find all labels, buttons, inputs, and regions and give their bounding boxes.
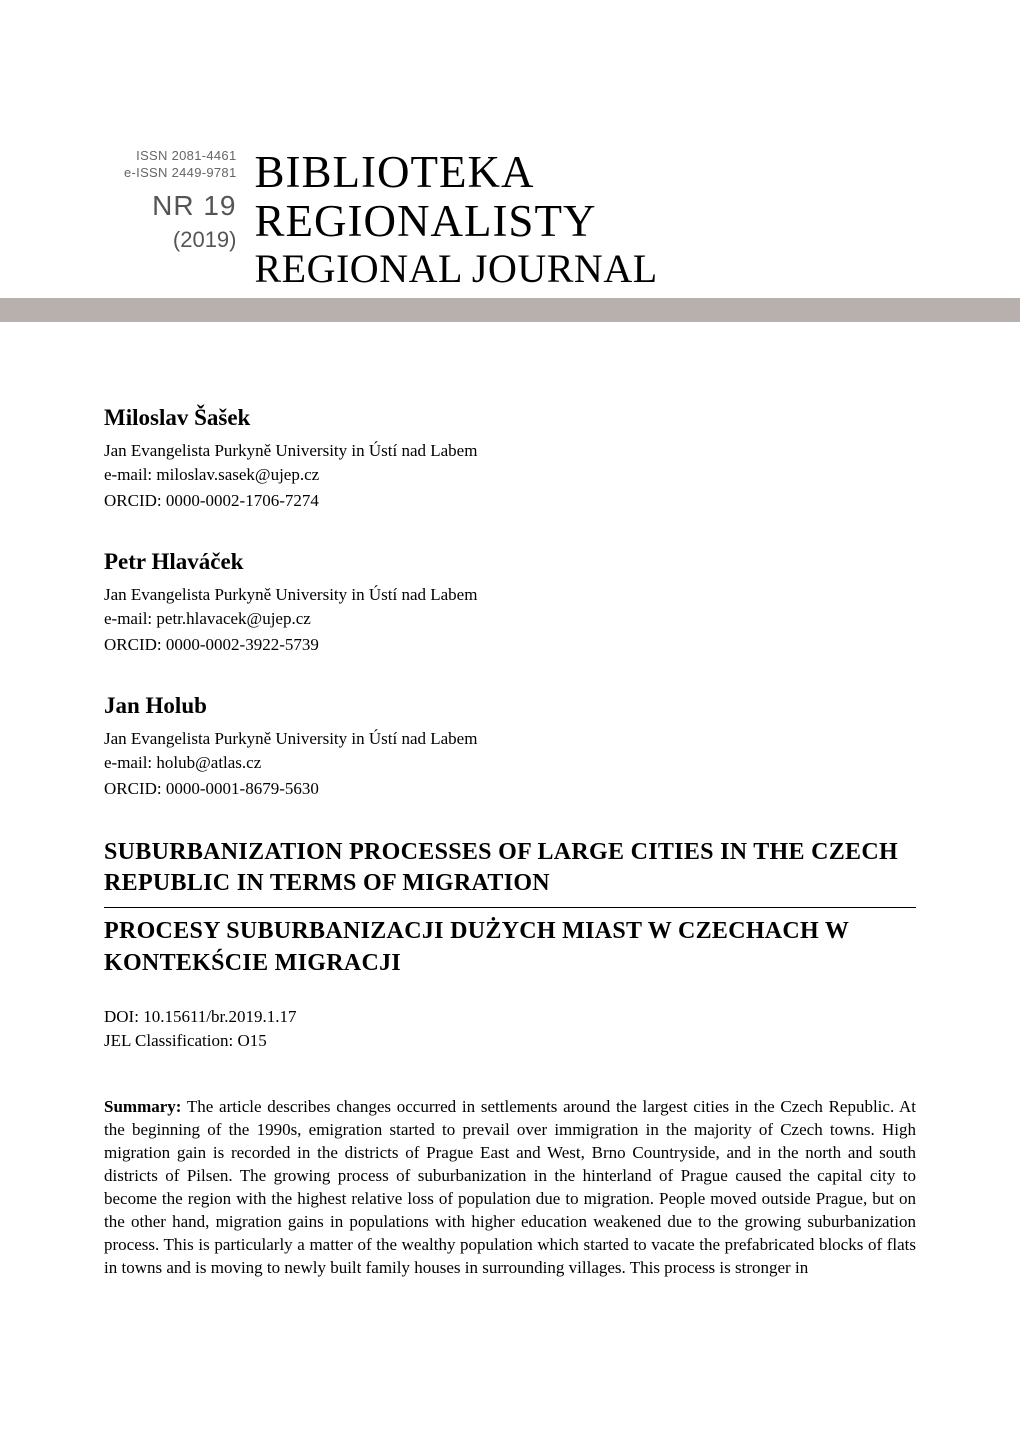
header-meta-row: ISSN 2081-4461 e-ISSN 2449-9781 NR 19 (2… [0,148,1020,290]
journal-subtitle: REGIONAL JOURNAL [254,247,657,290]
journal-title: BIBLIOTEKA REGIONALISTY REGIONAL JOURNAL [254,148,657,290]
summary-text: The article describes changes occurred i… [104,1097,916,1277]
issn: ISSN 2081-4461 [124,148,236,165]
jel-classification: JEL Classification: O15 [104,1029,916,1053]
article-title-pl: PROCESY SUBURBANIZACJI DUŻYCH MIAST W CZ… [104,916,916,978]
doi: DOI: 10.15611/br.2019.1.17 [104,1005,916,1029]
author-name: Jan Holub [104,693,916,719]
author-orcid: ORCID: 0000-0002-1706-7274 [104,491,916,511]
article-title-en: SUBURBANIZATION PROCESSES OF LARGE CITIE… [104,837,916,899]
summary-paragraph: Summary: The article describes changes o… [104,1096,916,1280]
author-name: Petr Hlaváček [104,549,916,575]
author-orcid: ORCID: 0000-0002-3922-5739 [104,635,916,655]
author-block: Miloslav Šašek Jan Evangelista Purkyně U… [104,405,916,511]
eissn: e-ISSN 2449-9781 [124,165,236,182]
author-orcid: ORCID: 0000-0001-8679-5630 [104,779,916,799]
article-content: Miloslav Šašek Jan Evangelista Purkyně U… [104,405,916,1280]
author-block: Petr Hlaváček Jan Evangelista Purkyně Un… [104,549,916,655]
journal-name-line1: BIBLIOTEKA [254,148,657,197]
author-block: Jan Holub Jan Evangelista Purkyně Univer… [104,693,916,799]
header-divider-bar [0,298,1020,322]
author-name: Miloslav Šašek [104,405,916,431]
author-affiliation: Jan Evangelista Purkyně University in Ús… [104,441,916,461]
issue-meta: ISSN 2081-4461 e-ISSN 2449-9781 NR 19 (2… [124,148,254,255]
journal-name-line2: REGIONALISTY [254,197,657,246]
title-divider [104,907,916,908]
author-email: e-mail: petr.hlavacek@ujep.cz [104,609,916,629]
author-email: e-mail: holub@atlas.cz [104,753,916,773]
author-email: e-mail: miloslav.sasek@ujep.cz [104,465,916,485]
issue-year: (2019) [124,226,236,255]
doi-block: DOI: 10.15611/br.2019.1.17 JEL Classific… [104,1005,916,1053]
author-affiliation: Jan Evangelista Purkyně University in Ús… [104,585,916,605]
issue-number: NR 19 [124,188,236,224]
author-affiliation: Jan Evangelista Purkyně University in Ús… [104,729,916,749]
summary-label: Summary: [104,1097,181,1116]
journal-header: ISSN 2081-4461 e-ISSN 2449-9781 NR 19 (2… [0,148,1020,322]
